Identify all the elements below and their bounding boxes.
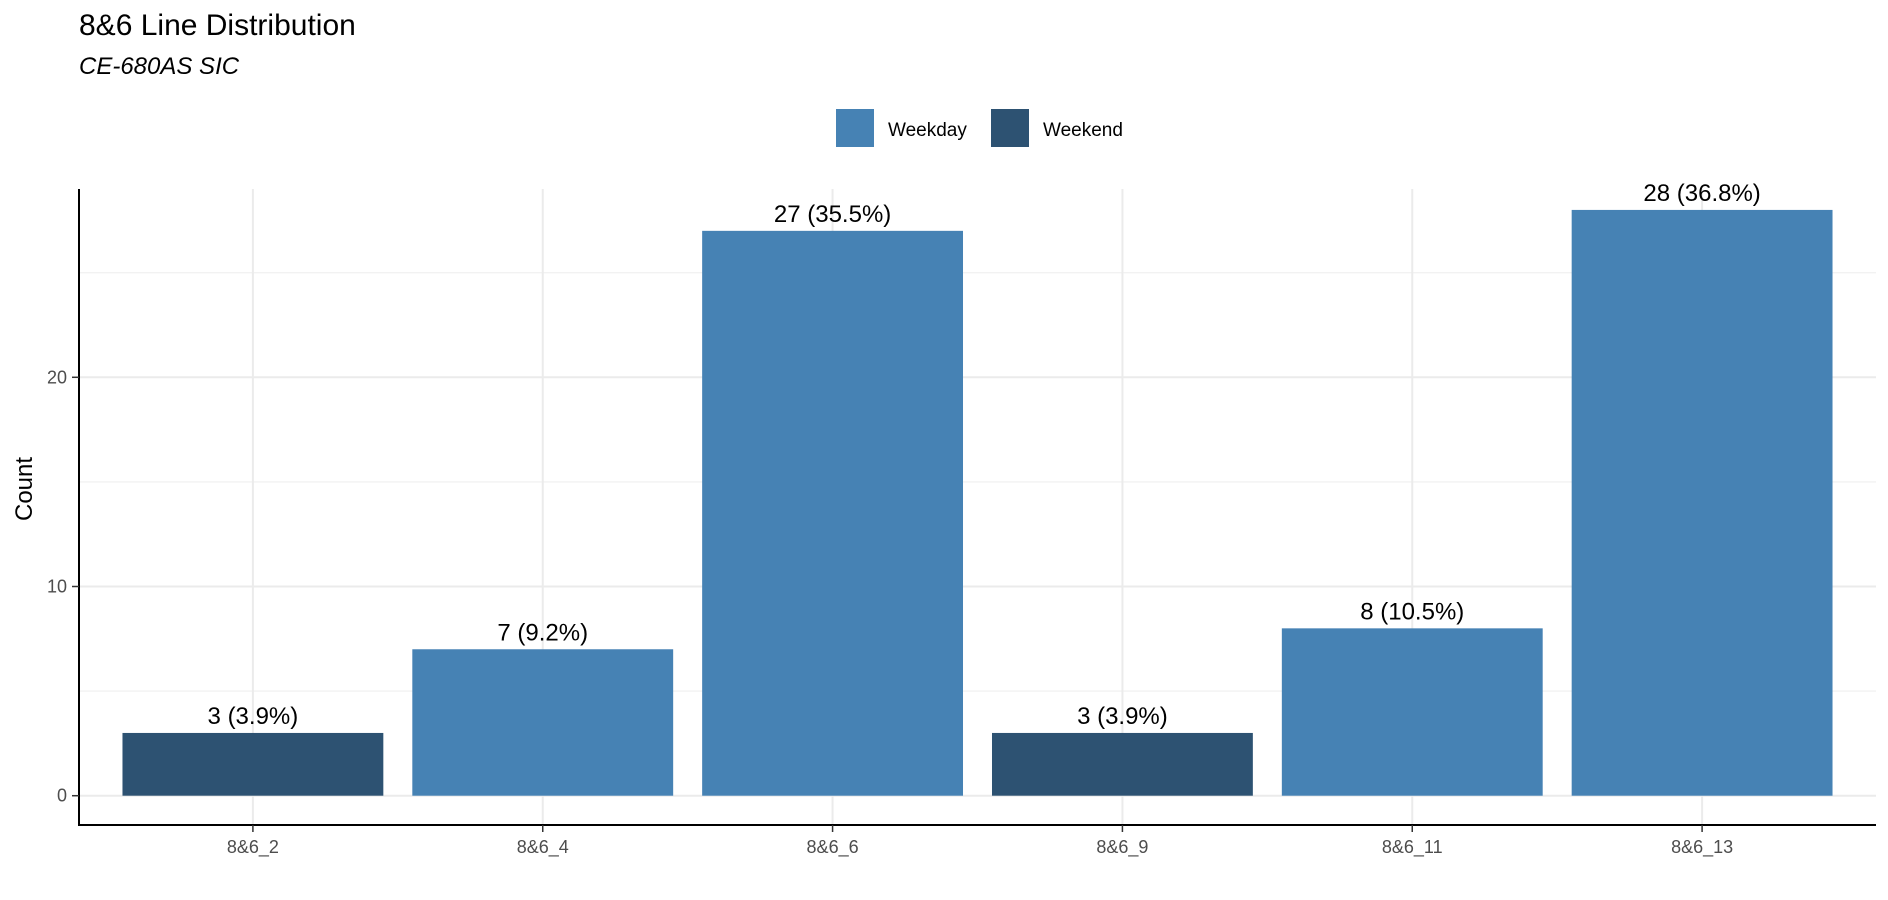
chart-subtitle: CE-680AS SIC bbox=[79, 53, 240, 80]
bar-8&6_9 bbox=[991, 732, 1253, 796]
axes: 0 10 20 8&6_2 8&6_4 8&6_6 8&6_9 8&6_11 8&6_13 bbox=[47, 189, 1876, 858]
data-labels: 3 (3.9%) 7 (9.2%) 27 (35.5%) 3 (3.9%) 8 (10.… bbox=[208, 180, 1761, 730]
chart-title: 8&6 Line Distribution bbox=[79, 9, 356, 42]
bars bbox=[122, 209, 1833, 796]
data-label: 27 (35.5%) bbox=[774, 201, 891, 228]
data-label: 8 (10.5%) bbox=[1360, 598, 1464, 625]
legend: Weekday Weekend bbox=[836, 109, 1123, 147]
x-tick-label: 8&6_13 bbox=[1671, 837, 1733, 858]
y-tick-label: 20 bbox=[47, 367, 67, 387]
data-label: 3 (3.9%) bbox=[1077, 703, 1168, 730]
y-tick-label: 0 bbox=[57, 786, 67, 806]
y-tick-label: 10 bbox=[47, 577, 67, 597]
x-tick-label: 8&6_9 bbox=[1096, 837, 1148, 858]
bar-8&6_13 bbox=[1571, 209, 1833, 796]
y-axis-title: Count bbox=[11, 457, 38, 521]
x-tick-label: 8&6_11 bbox=[1382, 837, 1443, 858]
legend-label-weekend: Weekend bbox=[1043, 120, 1123, 141]
bar-8&6_11 bbox=[1281, 628, 1543, 796]
legend-swatch-weekend bbox=[991, 109, 1029, 147]
legend-label-weekday: Weekday bbox=[888, 120, 967, 141]
bar-8&6_2 bbox=[122, 732, 384, 796]
data-label: 28 (36.8%) bbox=[1643, 180, 1760, 207]
data-label: 3 (3.9%) bbox=[208, 703, 299, 730]
legend-swatch-weekday bbox=[836, 109, 874, 147]
x-tick-label: 8&6_2 bbox=[227, 837, 279, 858]
bar-8&6_4 bbox=[412, 649, 674, 796]
x-tick-label: 8&6_4 bbox=[517, 837, 569, 858]
data-label: 7 (9.2%) bbox=[497, 619, 588, 646]
x-tick-label: 8&6_6 bbox=[807, 837, 859, 858]
bar-8&6_6 bbox=[702, 230, 964, 796]
